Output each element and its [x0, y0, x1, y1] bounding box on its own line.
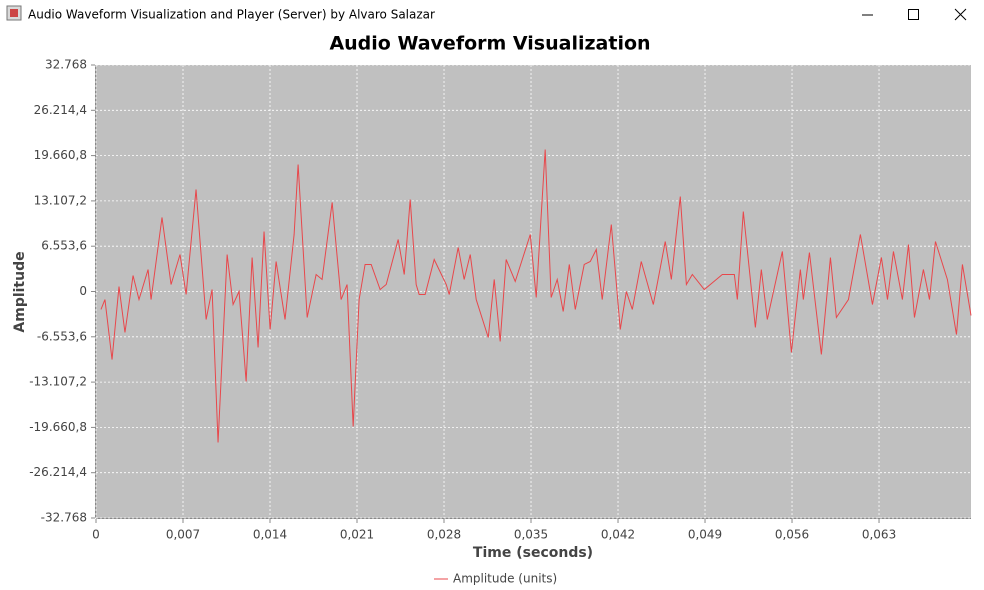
y-tick-label: -19.660,8 — [29, 420, 87, 434]
title-bar — [0, 0, 984, 29]
y-tick-label: 6.553,6 — [41, 239, 87, 253]
y-tick-label: -26.214,4 — [29, 465, 87, 479]
x-tick-label: 0,028 — [427, 528, 461, 542]
y-axis-label: Amplitude — [12, 251, 28, 332]
legend-label: Amplitude (units) — [453, 572, 557, 586]
x-tick-label: 0,035 — [514, 528, 548, 542]
window-title: Audio Waveform Visualization and Player … — [28, 8, 435, 22]
y-tick-label: -32.768 — [41, 511, 87, 525]
y-tick-label: 32.768 — [45, 58, 87, 72]
close-button[interactable] — [954, 8, 967, 21]
x-tick-label: 0,021 — [340, 528, 374, 542]
y-tick-label: 26.214,4 — [34, 103, 87, 117]
x-tick-label: 0,049 — [688, 528, 722, 542]
chart-title: Audio Waveform Visualization — [329, 33, 650, 55]
app-icon — [6, 5, 22, 21]
x-tick-label: 0,042 — [601, 528, 635, 542]
y-tick-label: 19.660,8 — [34, 148, 87, 162]
maximize-button[interactable] — [908, 9, 919, 20]
x-tick-label: 0,014 — [253, 528, 287, 542]
waveform-line — [100, 149, 972, 443]
x-tick-label: 0 — [92, 528, 100, 542]
y-tick-label: -13.107,2 — [29, 375, 87, 389]
x-tick-label: 0,007 — [166, 528, 200, 542]
y-tick-label: 13.107,2 — [34, 193, 87, 207]
y-tick-label: -6.553,6 — [37, 329, 87, 343]
y-tick-label: 0 — [79, 284, 87, 298]
x-tick-label: 0,056 — [775, 528, 809, 542]
x-tick-label: 0,063 — [862, 528, 896, 542]
x-axis-label: Time (seconds) — [473, 545, 593, 561]
